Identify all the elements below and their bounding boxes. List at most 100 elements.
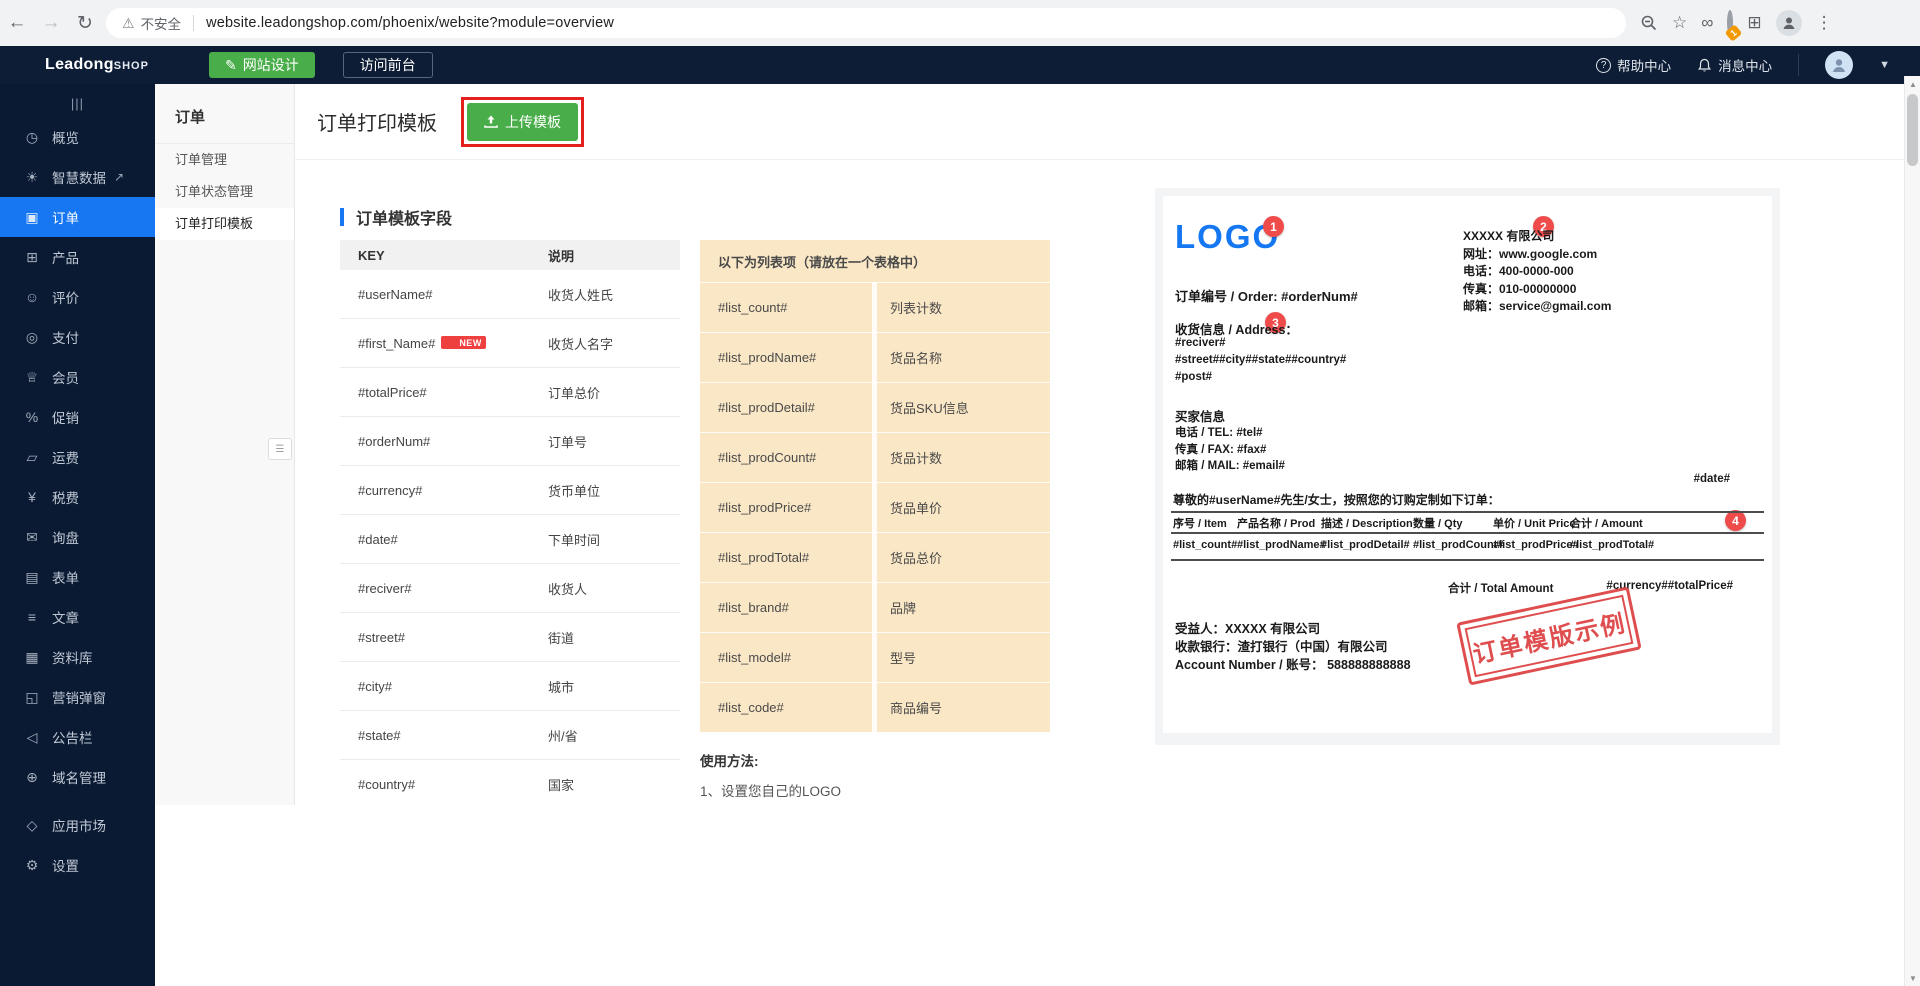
sidebar-item-products[interactable]: ⊞ 产品: [0, 237, 155, 277]
sidebar-item-label: 评价: [52, 291, 79, 306]
sidebar-item-members[interactable]: ♕ 会员: [0, 357, 155, 397]
blue-accent-bar: [340, 208, 344, 226]
list-desc-cell: 商品编号: [890, 701, 943, 716]
gauge-icon: ◷: [25, 128, 39, 145]
sidebar-item-library[interactable]: ▦ 资料库: [0, 637, 155, 677]
sidebar-item-label: 订单: [52, 211, 79, 226]
back-icon[interactable]: ←: [7, 12, 27, 33]
key-cell: #city#: [358, 678, 392, 694]
smart-data-icon: ☀: [25, 168, 39, 185]
sidebar-item-label: 支付: [52, 331, 79, 346]
browser-profile-avatar[interactable]: [1775, 10, 1802, 36]
desc-cell: 收货人名字: [548, 336, 614, 352]
items-row-cell: #list_prodPrice#: [1493, 539, 1579, 551]
sidebar-item-domain[interactable]: ⊕ 域名管理: [0, 757, 155, 797]
sidebar-item-inquiry[interactable]: ✉ 询盘: [0, 517, 155, 557]
key-cell: #currency#: [358, 482, 423, 498]
scroll-up-arrow[interactable]: ▲: [1909, 79, 1917, 89]
sidebar-item-announcement[interactable]: ◁ 公告栏: [0, 717, 155, 757]
submenu-collapse-button[interactable]: ☰: [268, 438, 292, 460]
key-cell: #userName#: [358, 286, 433, 302]
desc-cell: 下单时间: [548, 532, 601, 548]
key-col-header: KEY: [358, 247, 385, 263]
desc-cell: 城市: [548, 679, 575, 695]
buyer-fax-line: 传真 / FAX: #fax#: [1175, 444, 1267, 456]
submenu-item-order-manage[interactable]: 订单管理: [175, 152, 228, 167]
desc-cell: 订单总价: [548, 385, 601, 401]
browser-menu-icon[interactable]: ⋮: [1815, 13, 1833, 32]
sidebar-item-popup[interactable]: ◱ 营销弹窗: [0, 677, 155, 717]
user-avatar[interactable]: [1825, 51, 1854, 79]
sidebar-item-label: 询盘: [52, 531, 79, 546]
topnav-right: ? 帮助中心 消息中心 ▼: [1596, 51, 1890, 79]
message-center-item[interactable]: 消息中心: [1697, 55, 1772, 75]
key-table-row: #orderNum# 订单号: [340, 417, 680, 466]
scroll-down-arrow[interactable]: ▼: [1909, 973, 1917, 983]
template-logo: LOGO: [1175, 218, 1281, 255]
logo-sub: SHOP: [113, 60, 149, 72]
forward-icon[interactable]: →: [41, 12, 61, 33]
items-header-cell: 数量 / Qty: [1413, 518, 1463, 530]
sidebar-item-app-market[interactable]: ◇ 应用市场: [0, 805, 155, 845]
items-table-top-rule: [1171, 511, 1764, 513]
address-bar[interactable]: ⚠ 不安全 website.leadongshop.com/phoenix/we…: [106, 8, 1626, 38]
scrollbar-thumb[interactable]: [1907, 94, 1918, 166]
list-key-cell: #list_count#: [718, 300, 788, 315]
total-amount-value: #currency##totalPrice#: [1606, 580, 1733, 592]
link-extension-icon[interactable]: ∞: [1701, 13, 1714, 32]
list-key-cell: #list_model#: [718, 650, 791, 665]
submenu-item-order-status[interactable]: 订单状态管理: [175, 184, 254, 199]
sidebar-item-label: 文章: [52, 611, 79, 626]
sidebar-item-overview[interactable]: ◷ 概览: [0, 117, 155, 157]
help-center-item[interactable]: ? 帮助中心: [1596, 55, 1671, 75]
app-market-icon: ◇: [26, 816, 38, 833]
usage-instructions: 使用方法: 1、设置您自己的LOGO: [700, 750, 841, 800]
sidebar-item-payment[interactable]: ◎ 支付: [0, 317, 155, 357]
list-key-cell: #list_prodCount#: [718, 450, 817, 465]
list-key-cell: #list_prodDetail#: [718, 400, 815, 415]
sidebar-item-shipping[interactable]: ▱ 运费: [0, 437, 155, 477]
sidebar-item-orders[interactable]: ▣ 订单: [0, 197, 155, 237]
visit-frontend-label: 访问前台: [359, 57, 416, 73]
list-key-cell: #list_prodPrice#: [718, 500, 812, 515]
member-icon: ♕: [25, 368, 39, 385]
extension-ring-icon[interactable]: 1: [1725, 10, 1743, 42]
submenu-item-order-print[interactable]: 订单打印模板: [155, 208, 294, 240]
avatar-dropdown-caret[interactable]: ▼: [1879, 59, 1890, 71]
reload-icon[interactable]: ↻: [77, 12, 93, 34]
annotation-badge-3: 3: [1265, 312, 1286, 333]
sidebar-item-tax[interactable]: ¥ 税费: [0, 477, 155, 517]
sidebar-item-settings[interactable]: ⚙ 设置: [0, 845, 155, 885]
sidebar-item-smart-data[interactable]: ☀ 智慧数据 ↗: [0, 157, 155, 197]
bookmark-star-icon[interactable]: ☆: [1672, 13, 1688, 32]
puzzle-extensions-icon[interactable]: ⊞: [1747, 13, 1762, 32]
list-desc-cell: 货品单价: [890, 501, 943, 516]
announcement-icon: ◁: [26, 728, 38, 745]
page-scrollbar[interactable]: ▲ ▼: [1904, 76, 1920, 986]
zoom-out-icon[interactable]: [1640, 14, 1658, 32]
website-design-button[interactable]: ✎ 网站设计: [208, 52, 315, 78]
order-submenu: 订单 订单管理 订单状态管理 订单打印模板: [155, 84, 295, 805]
sidebar-item-articles[interactable]: ≡ 文章: [0, 597, 155, 637]
items-table-header-rule: [1171, 532, 1764, 534]
fields-section-label: 订单模板字段: [356, 211, 453, 228]
company-mail: 邮箱：service@gmail.com: [1463, 299, 1612, 313]
sidebar-collapse-icon[interactable]: |||: [70, 96, 85, 111]
items-row-cell: #list_prodCount#: [1413, 539, 1504, 551]
usage-title: 使用方法:: [700, 754, 759, 769]
buyer-mail-line: 邮箱 / MAIL: #email#: [1175, 460, 1285, 472]
key-table-row: #currency# 货币单位: [340, 466, 680, 515]
key-table-row: #reciver# 收货人: [340, 564, 680, 613]
sidebar-item-forms[interactable]: ▤ 表单: [0, 557, 155, 597]
sidebar-item-promotion[interactable]: % 促销: [0, 397, 155, 437]
sidebar-item-label: 运费: [52, 451, 79, 466]
visit-frontend-button[interactable]: 访问前台: [342, 52, 433, 78]
desc-cell: 街道: [548, 630, 575, 646]
list-desc-cell: 货品计数: [890, 451, 943, 466]
annotation-badge-4: 4: [1725, 510, 1746, 531]
upload-template-button[interactable]: 上传模板: [467, 102, 578, 141]
key-table-row: #first_Name# NEW 收货人名字: [340, 319, 680, 368]
sidebar-item-reviews[interactable]: ☺ 评价: [0, 277, 155, 317]
items-header-cell: 序号 / Item: [1173, 518, 1227, 530]
list-table-caption: 以下为列表项（请放在一个表格中）: [718, 254, 927, 270]
